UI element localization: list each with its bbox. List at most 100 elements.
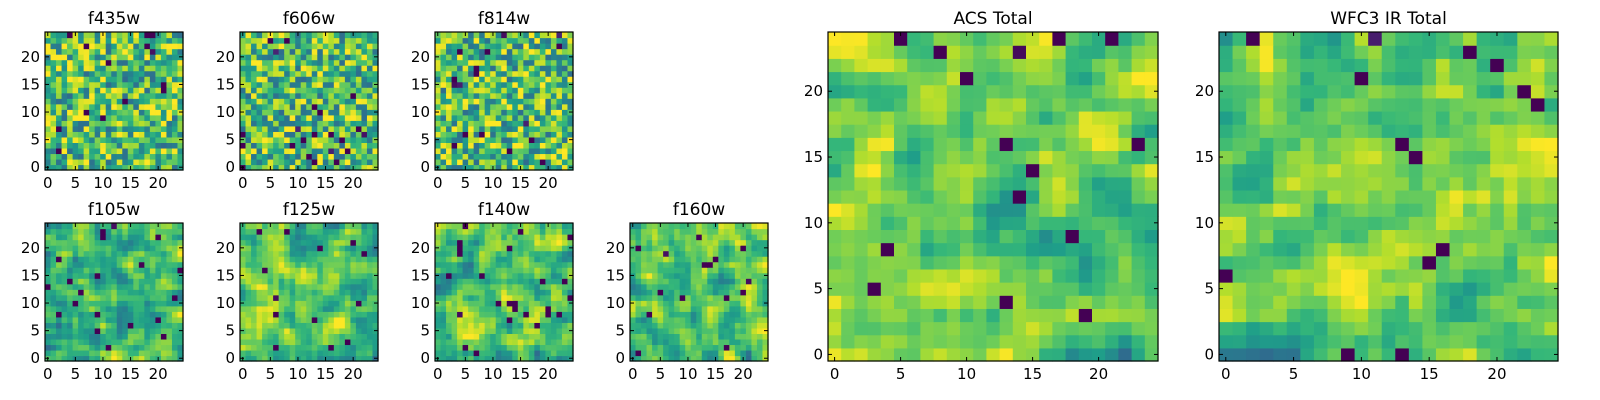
heatmap-cell — [350, 261, 357, 268]
heatmap-cell — [133, 338, 140, 346]
heatmap-cell — [155, 120, 162, 127]
heatmap-cell — [94, 338, 101, 346]
heatmap-cell — [729, 278, 736, 285]
heatmap-cell — [89, 300, 96, 307]
heatmap-cell — [854, 282, 869, 296]
heatmap-cell — [72, 278, 79, 285]
heatmap-cell — [484, 311, 491, 318]
heatmap-cell — [567, 103, 574, 110]
heatmap-cell — [462, 158, 469, 166]
heatmap-cell — [718, 267, 725, 274]
heatmap-cell — [155, 333, 162, 340]
heatmap-cell — [166, 81, 173, 88]
heatmap-cell — [712, 278, 719, 285]
heatmap-cell — [685, 305, 692, 312]
heatmap-cell — [473, 338, 480, 346]
heatmap-cell — [729, 300, 736, 307]
heatmap-cell — [545, 305, 552, 312]
heatmap-cell — [479, 48, 486, 55]
heatmap-cell — [361, 158, 368, 166]
heatmap-cell — [479, 142, 486, 149]
heatmap-cell — [333, 120, 340, 127]
heatmap-cell — [707, 223, 714, 230]
heatmap-cell — [1092, 347, 1106, 362]
heatmap-cell — [256, 147, 263, 155]
heatmap-cell — [679, 283, 686, 290]
heatmap-cell — [696, 228, 703, 235]
heatmap-cell — [534, 322, 541, 329]
heatmap-cell — [762, 289, 769, 296]
heatmap-cell — [273, 54, 280, 61]
heatmap-cell — [245, 147, 252, 155]
heatmap-cell — [138, 327, 145, 334]
heatmap-cell — [339, 70, 346, 77]
heatmap-cell — [366, 256, 374, 263]
heatmap-cell — [854, 347, 869, 362]
heatmap-cell — [567, 120, 574, 127]
heatmap-cell — [679, 289, 686, 296]
heatmap-cell — [501, 114, 508, 121]
heatmap-cell — [539, 239, 546, 246]
heatmap-cell — [284, 338, 291, 346]
heatmap-cell — [100, 283, 107, 290]
heatmap-cell — [556, 256, 563, 263]
heatmap-cell — [333, 316, 340, 323]
heatmap-cell — [138, 272, 145, 279]
heatmap-cell — [528, 327, 535, 334]
heatmap-cell — [920, 242, 935, 257]
heatmap-cell — [679, 294, 686, 301]
heatmap-cell — [1118, 216, 1133, 230]
heatmap-cell — [635, 245, 642, 252]
heatmap-cell — [133, 349, 140, 357]
heatmap-cell — [479, 136, 486, 143]
heatmap-cell — [468, 92, 475, 99]
heatmap-cell — [289, 92, 296, 99]
heatmap-cell — [933, 242, 948, 257]
heatmap-cell — [512, 333, 519, 340]
heatmap-cell — [160, 43, 168, 50]
heatmap-cell — [278, 245, 285, 252]
heatmap-cell — [707, 245, 714, 252]
heatmap-cell — [72, 109, 79, 116]
y-tick-label: 10 — [606, 294, 625, 312]
heatmap-cell — [545, 338, 552, 346]
heatmap-cell — [960, 268, 974, 283]
heatmap-cell — [122, 355, 129, 362]
heatmap-cell — [372, 234, 379, 241]
heatmap-cell — [495, 223, 502, 230]
heatmap-cell — [355, 311, 363, 318]
heatmap-cell — [78, 114, 85, 121]
heatmap-cell — [240, 131, 247, 138]
heatmap-cell — [484, 103, 491, 110]
heatmap-cell — [986, 308, 1001, 323]
heatmap-cell — [105, 239, 112, 246]
heatmap-cell — [306, 43, 313, 50]
heatmap-cell — [138, 256, 145, 263]
heatmap-cell — [523, 223, 530, 230]
heatmap-cell — [350, 109, 357, 116]
heatmap-cell — [490, 76, 497, 83]
heatmap-cell — [262, 43, 269, 50]
heatmap-cell — [501, 223, 508, 230]
heatmap-cell — [501, 261, 508, 268]
heatmap-cell — [545, 43, 552, 50]
heatmap-cell — [50, 234, 57, 241]
heatmap-cell — [841, 268, 855, 283]
heatmap-cell — [550, 164, 558, 171]
heatmap-cell — [630, 289, 637, 296]
heatmap-cell — [556, 261, 563, 268]
heatmap-cell — [550, 37, 558, 44]
heatmap-cell — [685, 239, 692, 246]
heatmap-cell — [490, 311, 497, 318]
heatmap-cell — [468, 261, 475, 268]
heatmap-cell — [690, 349, 697, 357]
heatmap-cell — [361, 48, 368, 55]
heatmap-cell — [278, 327, 285, 334]
heatmap-cell — [457, 327, 464, 334]
heatmap-cell — [462, 103, 469, 110]
heatmap-cell — [67, 76, 74, 83]
heatmap-cell — [556, 333, 563, 340]
heatmap-cell — [344, 43, 351, 50]
heatmap-cell — [561, 256, 569, 263]
heatmap-cell — [446, 103, 453, 110]
